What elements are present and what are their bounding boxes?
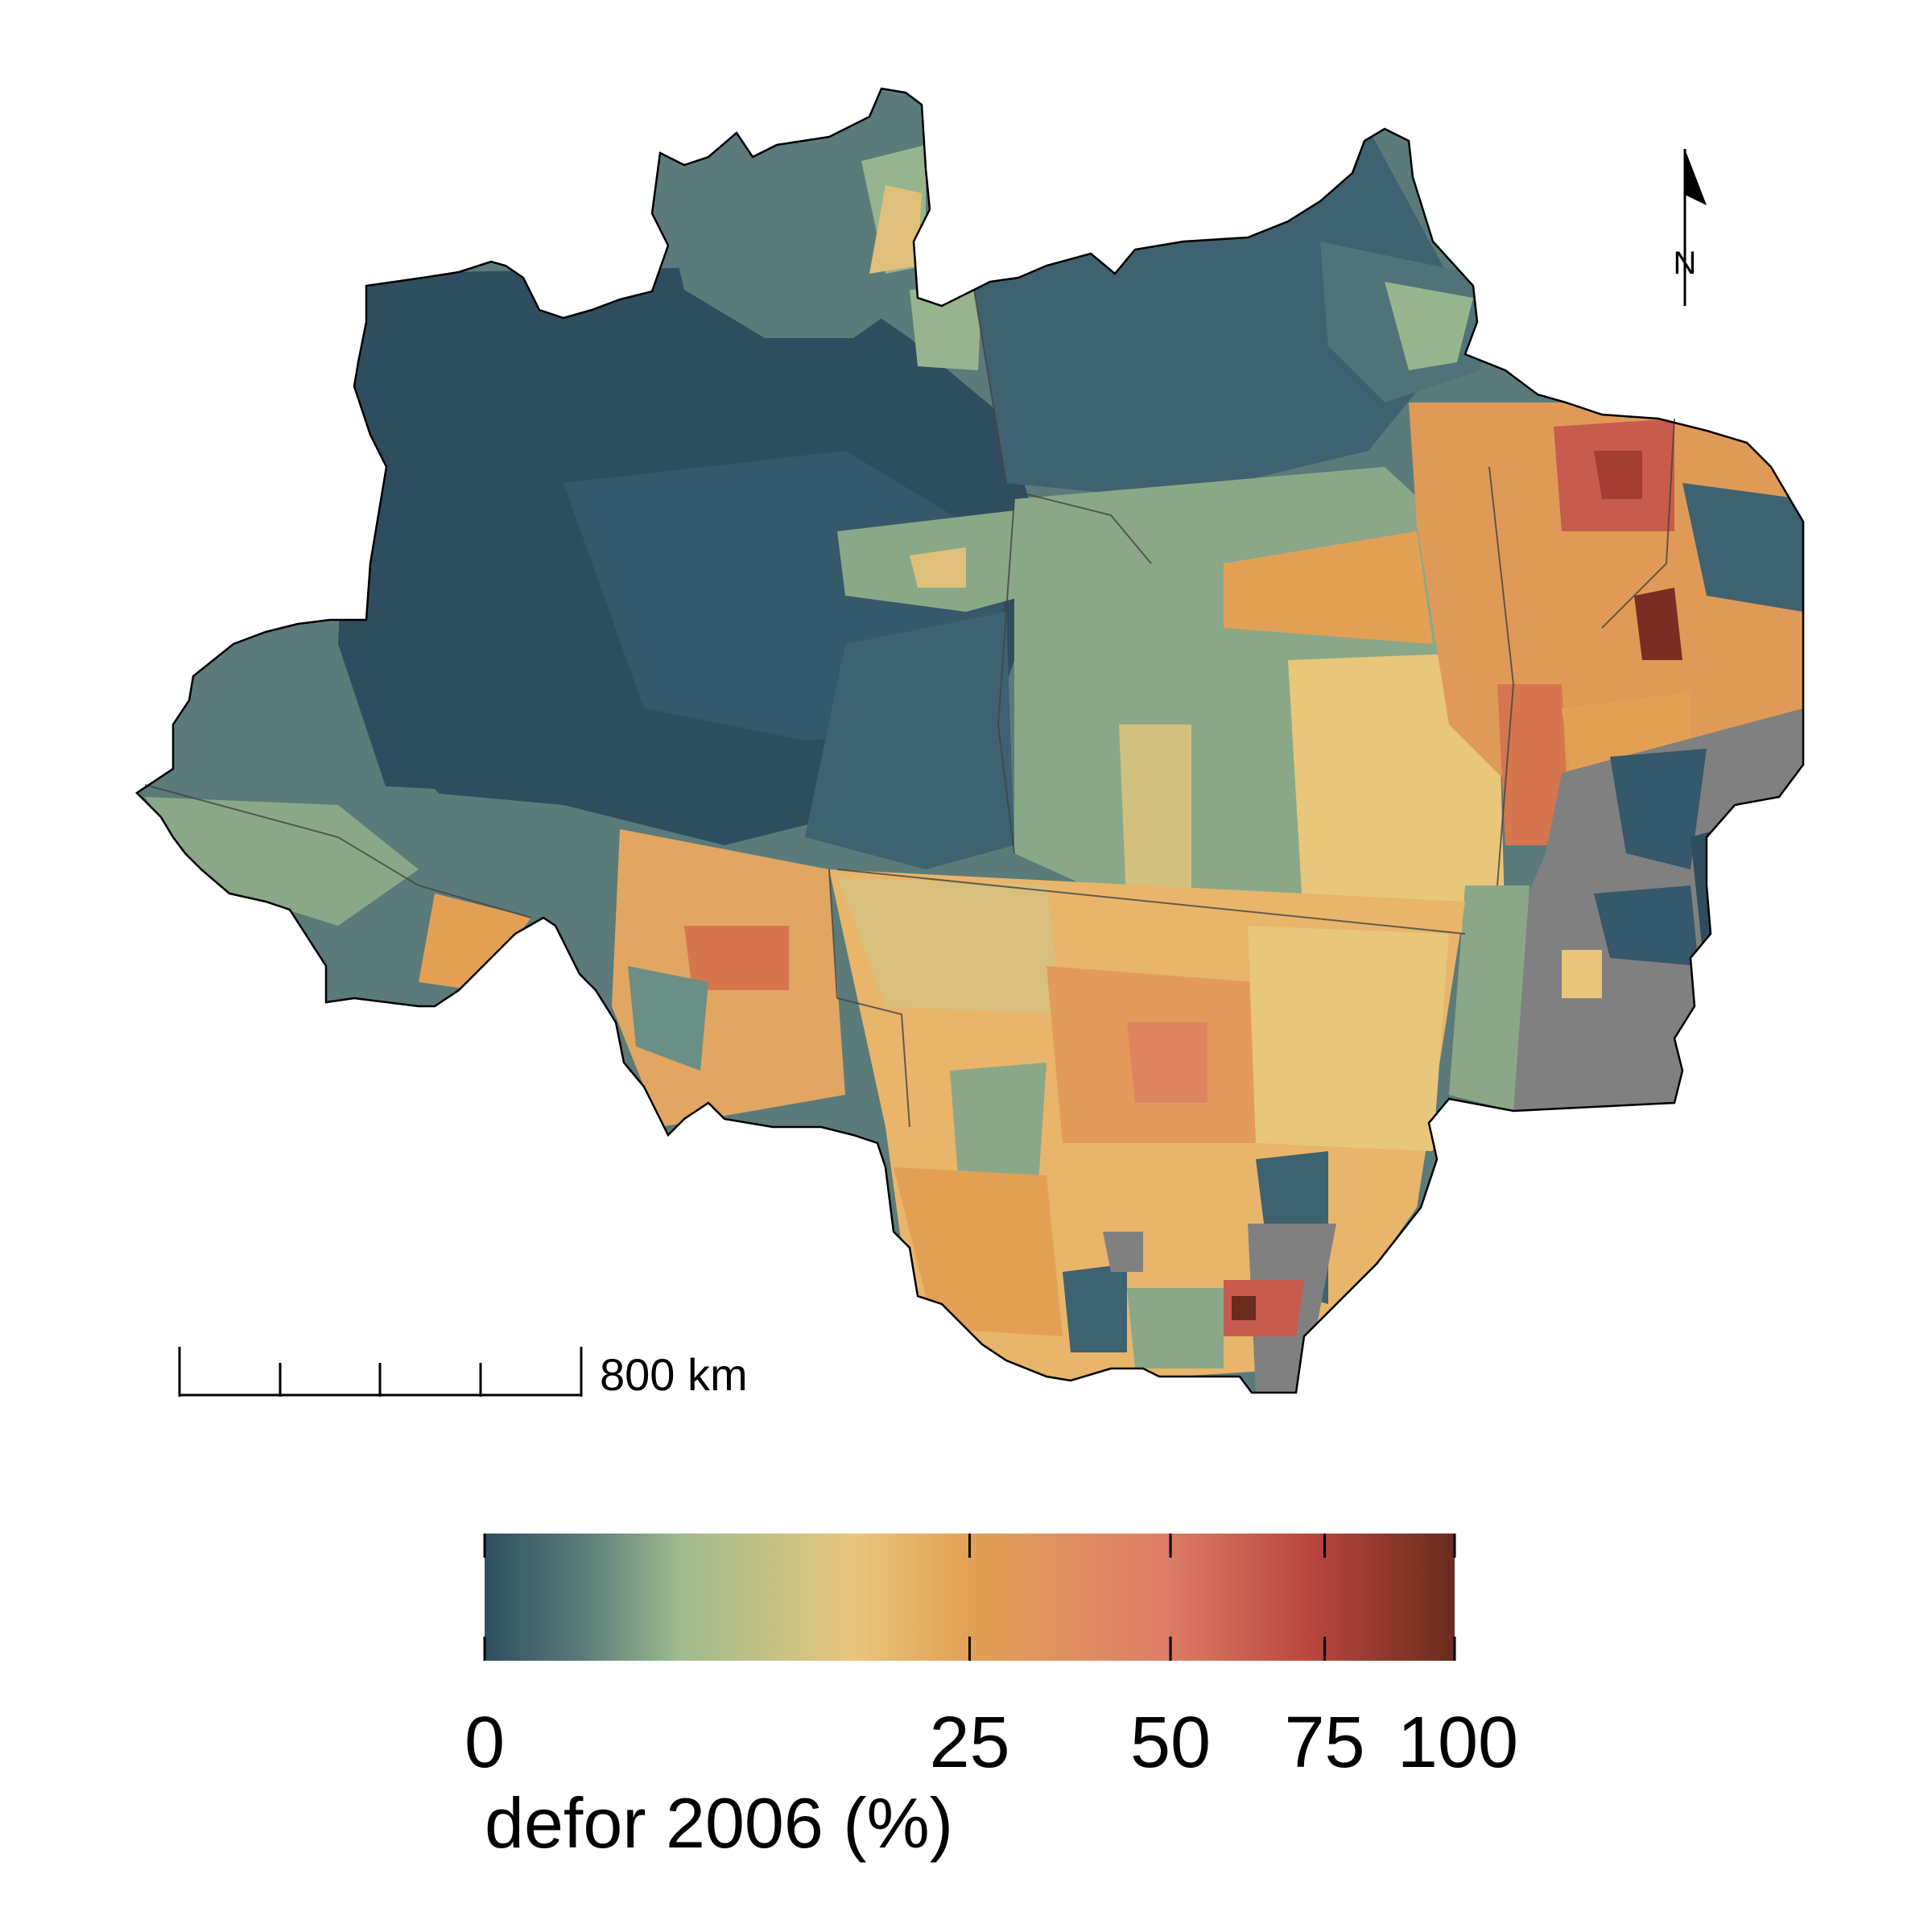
region-mato-grosso-south-red [1224, 1280, 1304, 1336]
region-roraima-south [869, 185, 922, 274]
region-amazonas-east [805, 612, 1014, 869]
region-maranhao-dark-red [1634, 588, 1682, 660]
region-roraima [652, 89, 934, 338]
scale-bar: 800 km [178, 1347, 748, 1400]
region-mato-grosso-southwest-dark [1063, 1264, 1127, 1352]
legend-tick-label-3: 75 [1285, 1703, 1365, 1783]
region-para-xingu [1119, 724, 1191, 918]
region-mato-grosso-south-dark-red [1232, 1296, 1256, 1320]
region-tocantins-green [1449, 886, 1530, 1111]
legend-tick-labels: 0 25 50 75 100 [464, 1703, 1518, 1783]
region-belem-dark [1594, 451, 1642, 499]
region-tocantins-small [1562, 950, 1602, 998]
region-tocantins-red [1497, 684, 1570, 845]
region-east-dark-1 [1610, 749, 1707, 869]
region-mato-grosso-north [837, 877, 1063, 1014]
region-mato-grosso-red [1127, 1022, 1208, 1103]
legend-ticks [483, 1534, 1456, 1661]
region-para-northeast-orange [1224, 531, 1433, 644]
legend-tick-label-1: 25 [929, 1703, 1009, 1783]
region-maranhao-coast-dark [1682, 483, 1803, 612]
region-para-north [974, 129, 1473, 499]
state-borders [144, 289, 1675, 1128]
legend-tick-label-4: 100 [1397, 1703, 1518, 1783]
legend-tick-label-0: 0 [464, 1703, 505, 1783]
color-legend: 0 25 50 75 100 defor 2006 (%) [464, 1534, 1518, 1863]
region-mato-grosso-green [950, 1063, 1046, 1183]
north-arrow-label: N [1674, 246, 1697, 281]
region-lower-amazon-2 [910, 547, 966, 588]
region-acre-east-orange [419, 894, 531, 990]
region-rondonia-red [684, 926, 789, 990]
region-roraima-mid [910, 290, 982, 370]
region-mato-grosso-east [1248, 926, 1449, 1151]
region-mato-grosso-southwest-gray [1103, 1232, 1143, 1272]
north-arrow: N [1674, 149, 1707, 306]
region-east-dark-2 [1594, 886, 1699, 966]
region-mato-grosso-sw [894, 1167, 1063, 1336]
region-mato-grosso-south-green [1127, 1288, 1224, 1368]
legend-title: defor 2006 (%) [485, 1783, 953, 1863]
legend-tick-label-2: 50 [1130, 1703, 1211, 1783]
region-acre-light [145, 797, 419, 926]
region-rondonia-west [628, 966, 708, 1071]
region-amapa-coast [1385, 282, 1473, 370]
scale-bar-label: 800 km [600, 1349, 748, 1400]
